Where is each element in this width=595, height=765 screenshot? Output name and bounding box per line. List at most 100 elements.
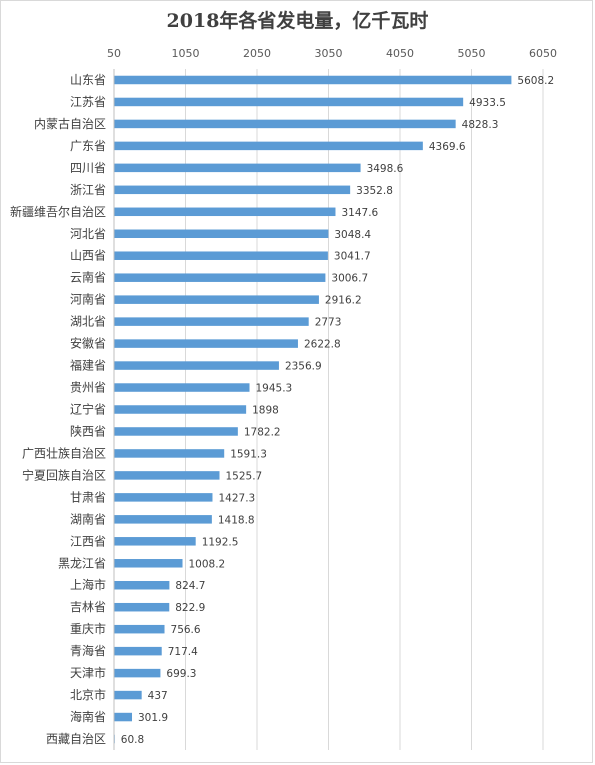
bar xyxy=(114,273,326,282)
bar xyxy=(114,712,133,722)
data-label: 60.8 xyxy=(121,734,144,746)
category-label: 四川省 xyxy=(70,161,106,175)
category-label: 青海省 xyxy=(70,643,106,658)
category-label: 西藏自治区 xyxy=(46,732,106,746)
data-label: 824.7 xyxy=(175,580,205,592)
category-label: 河北省 xyxy=(70,227,106,241)
category-label: 广东省 xyxy=(70,139,106,153)
data-label: 1525.7 xyxy=(226,470,263,482)
data-label: 4828.3 xyxy=(462,119,499,131)
x-tick-label: 4050 xyxy=(386,47,414,60)
category-label: 河南省 xyxy=(70,292,106,307)
data-label: 3006.7 xyxy=(331,273,368,285)
bar xyxy=(114,163,361,173)
data-label: 1591.3 xyxy=(230,448,267,460)
category-label: 云南省 xyxy=(70,270,106,285)
x-tick-label: 2050 xyxy=(243,47,271,60)
data-label: 1427.3 xyxy=(218,492,255,504)
bar xyxy=(114,427,238,436)
bar xyxy=(114,471,220,480)
category-label: 江西省 xyxy=(70,534,106,548)
bar xyxy=(114,141,423,151)
bar xyxy=(114,317,309,326)
category-label: 内蒙古自治区 xyxy=(34,116,106,131)
bar xyxy=(114,295,319,304)
x-tick-label: 3050 xyxy=(315,47,343,60)
data-label: 699.3 xyxy=(166,668,196,680)
category-label: 黑龙江省 xyxy=(58,556,106,570)
category-label: 新疆维吾尔自治区 xyxy=(10,204,106,219)
x-tick-label: 1050 xyxy=(172,47,200,60)
category-label: 辽宁省 xyxy=(70,402,106,417)
data-label: 1008.2 xyxy=(189,558,226,570)
category-label: 浙江省 xyxy=(70,183,106,197)
bar xyxy=(114,624,165,634)
data-label: 1192.5 xyxy=(202,536,239,548)
data-label: 4933.5 xyxy=(469,97,506,109)
category-label: 江苏省 xyxy=(70,95,106,109)
category-label: 贵州省 xyxy=(70,381,106,395)
x-tick-label: 6050 xyxy=(529,47,557,60)
data-label: 301.9 xyxy=(138,712,168,724)
data-label: 4369.6 xyxy=(429,141,466,153)
data-label: 437 xyxy=(148,690,168,702)
bar xyxy=(114,383,250,392)
bar xyxy=(114,185,351,195)
data-label: 3147.6 xyxy=(341,207,378,219)
bar xyxy=(114,361,279,370)
bar xyxy=(114,75,512,85)
data-label: 1898 xyxy=(252,405,279,417)
category-label: 湖南省 xyxy=(70,511,106,526)
category-label: 宁夏回族自治区 xyxy=(22,467,106,482)
category-label: 福建省 xyxy=(70,358,106,373)
bar xyxy=(114,251,328,260)
x-tick-label: 50 xyxy=(107,47,121,60)
bar xyxy=(114,602,170,612)
bar xyxy=(114,449,225,458)
category-label: 海南省 xyxy=(70,709,106,724)
data-label: 1418.8 xyxy=(218,514,255,526)
category-label: 北京市 xyxy=(70,687,106,702)
data-label: 717.4 xyxy=(168,646,198,658)
category-label: 广西壮族自治区 xyxy=(22,446,106,460)
bar xyxy=(114,405,247,414)
bar xyxy=(114,668,161,678)
category-label: 重庆市 xyxy=(70,621,106,636)
data-label: 2622.8 xyxy=(304,339,341,351)
category-label: 山东省 xyxy=(70,73,106,87)
bar xyxy=(114,515,212,524)
category-label: 天津市 xyxy=(70,665,106,680)
bar xyxy=(114,580,170,590)
data-label: 3041.7 xyxy=(334,251,371,263)
bar xyxy=(114,97,464,107)
data-label: 1945.3 xyxy=(256,383,293,395)
data-label: 3352.8 xyxy=(356,185,393,197)
data-label: 756.6 xyxy=(171,624,201,636)
category-label: 吉林省 xyxy=(70,600,106,614)
data-label: 822.9 xyxy=(175,602,205,614)
category-label: 上海市 xyxy=(70,577,106,592)
data-label: 3498.6 xyxy=(367,163,404,175)
data-label: 2356.9 xyxy=(285,361,322,373)
bar xyxy=(114,537,196,546)
category-label: 陕西省 xyxy=(70,423,106,438)
data-label: 5608.2 xyxy=(517,75,554,87)
chart-title: 2018年各省发电量，亿千瓦时 xyxy=(166,10,429,32)
bar xyxy=(114,119,456,129)
bar xyxy=(114,493,213,502)
bar xyxy=(114,690,142,700)
bar xyxy=(114,646,162,656)
bar xyxy=(114,207,336,217)
data-label: 3048.4 xyxy=(334,229,371,241)
data-label: 1782.2 xyxy=(244,426,281,438)
data-label: 2773 xyxy=(315,317,342,329)
category-label: 湖北省 xyxy=(70,314,106,329)
category-label: 甘肃省 xyxy=(70,490,106,504)
bar xyxy=(114,339,298,348)
x-tick-label: 5050 xyxy=(458,47,486,60)
category-label: 山西省 xyxy=(70,249,106,263)
bar xyxy=(114,229,329,239)
data-label: 2916.2 xyxy=(325,295,362,307)
